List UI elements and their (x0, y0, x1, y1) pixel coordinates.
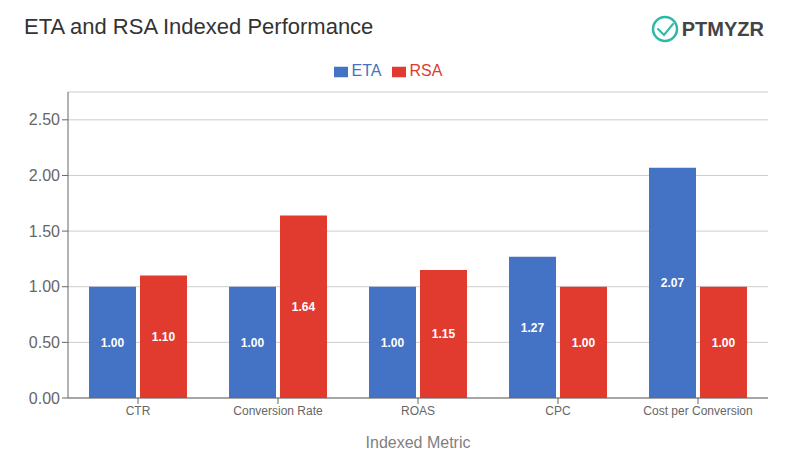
svg-text:1.15: 1.15 (432, 327, 456, 341)
svg-text:1.00: 1.00 (381, 336, 405, 350)
html-text:RSA: RSA (409, 62, 443, 79)
svg-text:1.27: 1.27 (521, 321, 545, 335)
svg-text:ROAS: ROAS (401, 404, 435, 418)
svg-text:1.64: 1.64 (292, 300, 316, 314)
svg-text:1.00: 1.00 (712, 336, 736, 350)
svg-text:CPC: CPC (545, 404, 571, 418)
html-text:ETA: ETA (351, 62, 382, 79)
svg-text:1.10: 1.10 (152, 330, 176, 344)
svg-text:Cost per Conversion: Cost per Conversion (643, 404, 752, 418)
svg-text:2.50: 2.50 (29, 111, 60, 128)
svg-text:2.00: 2.00 (29, 167, 60, 184)
svg-text:1.00: 1.00 (29, 278, 60, 295)
html-text:ETA and RSA Indexed Performanc: ETA and RSA Indexed Performance (24, 14, 374, 39)
svg-text:2.07: 2.07 (661, 276, 685, 290)
svg-text:1.00: 1.00 (572, 336, 596, 350)
svg-text:0.50: 0.50 (29, 334, 60, 351)
html-text:PTMYZR: PTMYZR (681, 17, 764, 40)
svg-text:Indexed Metric: Indexed Metric (366, 434, 471, 451)
svg-text:0.00: 0.00 (29, 390, 60, 407)
svg-text:1.50: 1.50 (29, 223, 60, 240)
svg-text:CTR: CTR (126, 404, 151, 418)
svg-text:1.00: 1.00 (101, 336, 125, 350)
svg-text:Conversion Rate: Conversion Rate (233, 404, 323, 418)
svg-text:1.00: 1.00 (241, 336, 265, 350)
